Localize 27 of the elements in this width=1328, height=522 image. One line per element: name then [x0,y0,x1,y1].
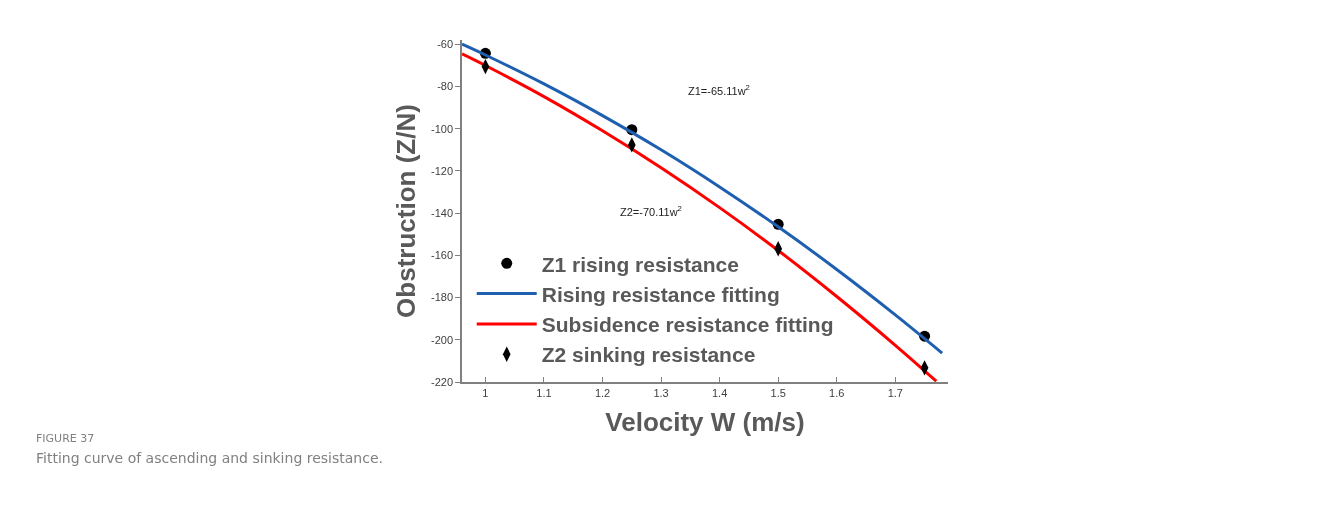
legend-label: Rising resistance fitting [541,282,780,306]
y-tick-label: -160 [431,249,454,262]
y-tick-label: -140 [431,206,454,219]
y-tick-label: -80 [437,80,454,93]
y-tick-label: -100 [431,122,454,135]
x-axis-title: Velocity W (m/s) [605,407,805,438]
y-tick-label: -60 [437,38,454,51]
x-tick-label: 1.3 [653,386,669,399]
y-tick-label: -120 [431,164,454,177]
y-tick-label: -220 [431,375,454,388]
y-tick-label: -200 [431,333,454,346]
x-tick-label: 1.5 [770,386,786,399]
annotation: Z1=-65.11w$^{2}$ [688,83,750,97]
x-tick-label: 1 [482,386,489,399]
text: Fitting curve of ascending and sinking resistance. [36,450,383,466]
x-tick-label: 1.4 [711,386,728,399]
legend-label: Z1 rising resistance [541,252,739,276]
x-tick-label: 1.7 [887,386,903,399]
caption: FIGURE 37 [36,432,95,445]
x-tick-label: 1.2 [594,386,611,399]
legend-label: Z2 sinking resistance [541,343,756,367]
y-tick-label: -180 [431,291,454,304]
x-tick-label: 1.6 [829,386,845,399]
annotation: Z2=-70.11w$^{2}$ [620,204,682,218]
legend-label: Subsidence resistance fitting [541,313,834,337]
y-axis-title: Obstruction (Z/N) [390,104,421,318]
x-tick-label: 1.1 [536,386,552,399]
